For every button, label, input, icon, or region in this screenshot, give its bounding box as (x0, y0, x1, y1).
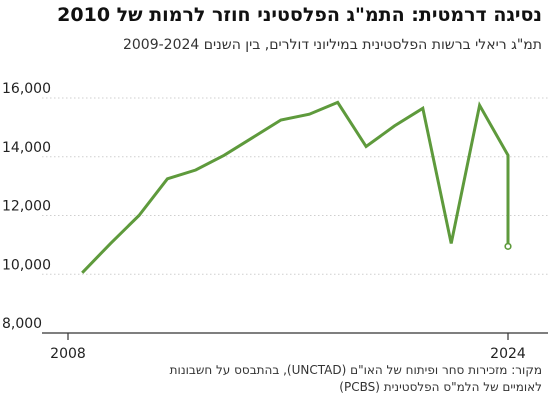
y-tick-label: 14,000 (2, 140, 51, 156)
y-tick-label: 12,000 (2, 199, 51, 215)
source-line-2: לאומיים של הלמ"ס הפלסטינית (PCBS) (339, 380, 542, 394)
y-tick-label: 10,000 (2, 257, 51, 273)
chart-title: נסיגה דרמטית: התמ"ג הפלסטיני חוזר לרמות … (57, 4, 542, 26)
x-tick-label: 2024 (490, 346, 526, 360)
last-point-marker (504, 242, 512, 250)
line-chart: 8,000 10,000 12,000 14,000 16,000 2008 2024 (2, 81, 548, 360)
y-tick-label: 8,000 (2, 316, 42, 332)
source-note: מקור: מזכירות סחר ופיתוח של האו"ם (UNCTA… (8, 362, 542, 396)
source-line-1: מקור: מזכירות סחר ופיתוח של האו"ם (UNCTA… (169, 363, 542, 377)
series-line (81, 100, 510, 274)
chart-subtitle: תמ"ג ריאלי ברשות הפלסטינית במיליוני דולר… (122, 37, 542, 53)
x-tick-label: 2008 (50, 346, 86, 360)
y-tick-label: 16,000 (2, 81, 51, 97)
